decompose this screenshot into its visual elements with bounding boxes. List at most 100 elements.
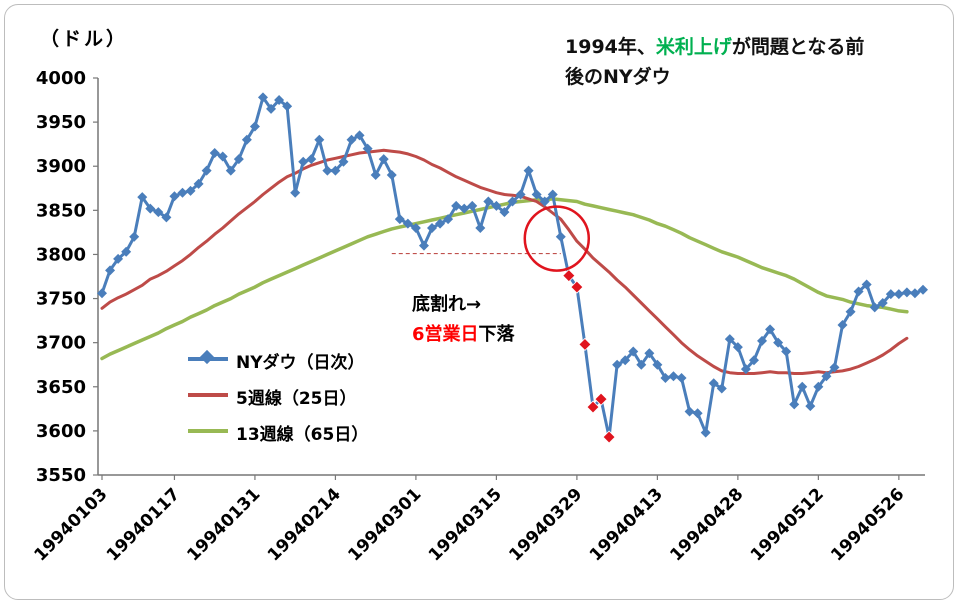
y-tick-label: 3950	[36, 112, 86, 133]
legend-swatch-ma13	[188, 429, 228, 433]
daily-point-marker	[177, 187, 188, 198]
chart-frame	[4, 4, 954, 600]
daily-point-marker	[338, 156, 349, 167]
daily-point-marker	[901, 287, 912, 298]
daily-point-marker	[644, 348, 655, 359]
daily-point-marker	[692, 408, 703, 419]
daily-point-marker	[877, 297, 888, 308]
daily-point-marker	[773, 337, 784, 348]
daily-point-marker	[145, 203, 156, 214]
daily-point-marker	[885, 289, 896, 300]
crash-annotation-line2: 6営業日下落	[412, 320, 515, 350]
daily-point-marker	[628, 346, 639, 357]
daily-point-marker	[467, 200, 478, 211]
daily-point-marker	[660, 372, 671, 383]
daily-point-marker	[676, 372, 687, 383]
daily-point-marker	[298, 156, 309, 167]
crash-point-marker	[562, 269, 576, 283]
x-tick-label: 19940329	[505, 484, 586, 565]
daily-point-marker	[805, 401, 816, 412]
daily-point-marker	[853, 286, 864, 297]
daily-point-marker	[346, 134, 357, 145]
daily-point-marker	[354, 130, 365, 141]
daily-point-marker	[732, 342, 743, 353]
daily-point-marker	[491, 200, 502, 211]
x-tick-label: 19940315	[425, 484, 506, 565]
daily-point-marker	[418, 240, 429, 251]
x-tick-label: 19940428	[666, 484, 747, 565]
y-axis-unit-label: （ドル）	[40, 28, 129, 50]
daily-point-marker	[829, 362, 840, 373]
daily-point-marker	[314, 134, 325, 145]
crash-point-marker	[594, 392, 608, 406]
daily-point-marker	[193, 178, 204, 189]
daily-point-marker	[153, 207, 164, 218]
daily-point-marker	[837, 320, 848, 331]
crash-point-marker	[570, 280, 584, 294]
y-tick-label: 3900	[36, 156, 86, 177]
daily-point-marker	[724, 334, 735, 345]
daily-point-marker	[225, 165, 236, 176]
daily-point-marker	[708, 378, 719, 389]
daily-point-marker	[620, 355, 631, 366]
y-tick-label: 3800	[36, 244, 86, 265]
daily-point-marker	[845, 306, 856, 317]
daily-point-marker	[386, 170, 397, 181]
crash-point-marker	[586, 400, 600, 414]
daily-point-marker	[266, 103, 277, 114]
crash-annotation: 底割れ→ 6営業日下落	[412, 290, 515, 350]
breakdown-circle	[523, 205, 591, 272]
x-tick-label: 19940301	[344, 484, 425, 565]
daily-point-marker	[306, 154, 317, 165]
daily-point-marker	[869, 302, 880, 313]
daily-point-marker	[370, 170, 381, 181]
x-tick-label: 19940512	[747, 484, 828, 565]
daily-point-marker	[451, 200, 462, 211]
chart-title-prefix: 1994年、	[565, 36, 656, 58]
daily-point-marker	[668, 371, 679, 382]
daily-point-marker	[636, 359, 647, 370]
daily-point-marker	[105, 265, 116, 276]
legend-swatch-ma5	[188, 393, 228, 397]
daily-point-marker	[209, 147, 220, 158]
daily-point-marker	[483, 196, 494, 207]
daily-point-marker	[129, 231, 140, 242]
chart-title-highlight: 米利上げ	[655, 36, 732, 58]
daily-point-marker	[757, 335, 768, 346]
daily-point-marker	[402, 218, 413, 229]
daily-point-marker	[233, 154, 244, 165]
y-tick-label: 3750	[36, 289, 86, 310]
chart-title-line2: 後のNYダウ	[565, 66, 671, 88]
x-tick-label: 19940526	[827, 484, 908, 565]
daily-point-marker	[241, 134, 252, 145]
daily-point-marker	[475, 222, 486, 233]
daily-point-marker	[161, 212, 172, 223]
daily-point-marker	[459, 203, 470, 214]
daily-point-marker	[893, 289, 904, 300]
daily-point-marker	[113, 253, 124, 264]
daily-point-marker	[330, 165, 341, 176]
daily-point-marker	[765, 324, 776, 335]
daily-point-marker	[378, 154, 389, 165]
daily-point-marker	[185, 185, 196, 196]
daily-point-marker	[322, 165, 333, 176]
daily-point-marker	[282, 101, 293, 112]
y-tick-label: 3700	[36, 333, 86, 354]
y-tick-label: 3850	[36, 200, 86, 221]
daily-point-marker	[427, 222, 438, 233]
y-tick-label: 4000	[36, 68, 86, 89]
daily-point-marker	[515, 189, 526, 200]
daily-point-marker	[169, 191, 180, 202]
daily-point-marker	[918, 284, 928, 295]
series-line-ma13	[100, 197, 909, 361]
daily-point-marker	[290, 187, 301, 198]
daily-point-marker	[555, 231, 566, 242]
daily-point-marker	[121, 246, 132, 257]
daily-point-marker	[394, 214, 405, 225]
crash-point-marker	[602, 430, 616, 444]
daily-point-marker	[499, 207, 510, 218]
daily-point-marker	[748, 355, 759, 366]
daily-point-marker	[539, 196, 550, 207]
crash-annotation-highlight: 6営業日	[412, 324, 479, 345]
crash-point-marker	[578, 337, 592, 351]
